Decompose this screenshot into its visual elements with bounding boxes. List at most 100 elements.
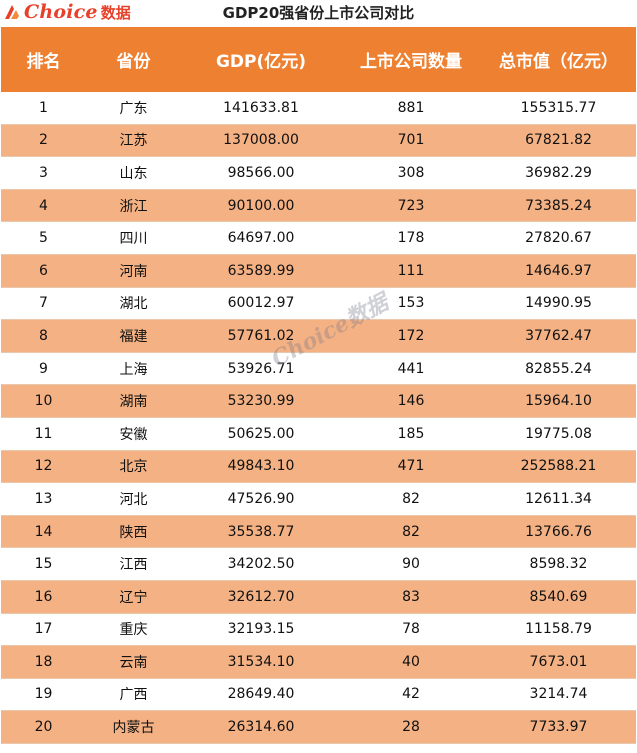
listed-count-cell: 701	[341, 124, 481, 158]
province-cell: 河北	[86, 482, 181, 516]
table-row: 4 浙江 90100.00 723 73385.24	[1, 189, 636, 223]
gdp-cell: 64697.00	[181, 221, 341, 255]
rank-cell: 8	[1, 319, 86, 353]
header-gdp: GDP(亿元)	[181, 27, 341, 92]
province-cell: 江西	[86, 547, 181, 581]
header-market-cap: 总市值（亿元）	[481, 27, 636, 92]
rank-cell: 17	[1, 613, 86, 647]
listed-count-cell: 723	[341, 189, 481, 223]
listed-count-cell: 308	[341, 156, 481, 190]
province-cell: 北京	[86, 450, 181, 484]
table-row: 10 湖南 53230.99 146 15964.10	[1, 384, 636, 418]
rank-cell: 12	[1, 450, 86, 484]
market-cap-cell: 155315.77	[481, 92, 636, 125]
rank-cell: 19	[1, 678, 86, 712]
header-row: 排名 省份 GDP(亿元) 上市公司数量 总市值（亿元）	[1, 27, 636, 92]
gdp-cell: 63589.99	[181, 254, 341, 288]
rank-cell: 18	[1, 645, 86, 679]
province-cell: 陕西	[86, 515, 181, 549]
gdp-cell: 32612.70	[181, 580, 341, 614]
listed-count-cell: 441	[341, 352, 481, 386]
gdp-cell: 47526.90	[181, 482, 341, 516]
listed-count-cell: 153	[341, 287, 481, 321]
listed-count-cell: 185	[341, 417, 481, 451]
gdp-cell: 50625.00	[181, 417, 341, 451]
gdp-cell: 28649.40	[181, 678, 341, 712]
gdp-cell: 98566.00	[181, 156, 341, 190]
listed-count-cell: 146	[341, 384, 481, 418]
rank-cell: 5	[1, 221, 86, 255]
listed-count-cell: 90	[341, 547, 481, 581]
market-cap-cell: 27820.67	[481, 221, 636, 255]
table-row: 17 重庆 32193.15 78 11158.79	[1, 613, 636, 647]
market-cap-cell: 82855.24	[481, 352, 636, 386]
province-cell: 四川	[86, 221, 181, 255]
rank-cell: 11	[1, 417, 86, 451]
gdp-cell: 60012.97	[181, 287, 341, 321]
province-cell: 广西	[86, 678, 181, 712]
province-cell: 湖南	[86, 384, 181, 418]
brand-name-cn: 数据	[100, 3, 131, 22]
province-cell: 辽宁	[86, 580, 181, 614]
table-row: 14 陕西 35538.77 82 13766.76	[1, 515, 636, 549]
province-cell: 上海	[86, 352, 181, 386]
rank-cell: 14	[1, 515, 86, 549]
brand-logo: Choice 数据	[2, 0, 131, 24]
gdp-cell: 57761.02	[181, 319, 341, 353]
market-cap-cell: 11158.79	[481, 613, 636, 647]
province-cell: 浙江	[86, 189, 181, 223]
table-row: 9 上海 53926.71 441 82855.24	[1, 352, 636, 386]
market-cap-cell: 14990.95	[481, 287, 636, 321]
rank-cell: 7	[1, 287, 86, 321]
listed-count-cell: 881	[341, 92, 481, 125]
market-cap-cell: 14646.97	[481, 254, 636, 288]
rank-cell: 4	[1, 189, 86, 223]
rank-cell: 10	[1, 384, 86, 418]
table-row: 1 广东 141633.81 881 155315.77	[1, 92, 636, 125]
listed-count-cell: 83	[341, 580, 481, 614]
market-cap-cell: 7733.97	[481, 710, 636, 744]
header-rank: 排名	[1, 27, 86, 92]
gdp-listed-companies-table: 排名 省份 GDP(亿元) 上市公司数量 总市值（亿元） 1 广东 141633.8…	[1, 27, 636, 744]
table-row: 6 河南 63589.99 111 14646.97	[1, 254, 636, 288]
listed-count-cell: 111	[341, 254, 481, 288]
province-cell: 福建	[86, 319, 181, 353]
gdp-cell: 141633.81	[181, 92, 341, 125]
gdp-cell: 31534.10	[181, 645, 341, 679]
listed-count-cell: 28	[341, 710, 481, 744]
header-province: 省份	[86, 27, 181, 92]
listed-count-cell: 82	[341, 482, 481, 516]
market-cap-cell: 3214.74	[481, 678, 636, 712]
table-row: 8 福建 57761.02 172 37762.47	[1, 319, 636, 353]
table-row: 13 河北 47526.90 82 12611.34	[1, 482, 636, 516]
table-row: 3 山东 98566.00 308 36982.29	[1, 156, 636, 190]
table-row: 16 辽宁 32612.70 83 8540.69	[1, 580, 636, 614]
province-cell: 河南	[86, 254, 181, 288]
rank-cell: 15	[1, 547, 86, 581]
market-cap-cell: 67821.82	[481, 124, 636, 158]
gdp-cell: 35538.77	[181, 515, 341, 549]
table-row: 19 广西 28649.40 42 3214.74	[1, 678, 636, 712]
table-row: 15 江西 34202.50 90 8598.32	[1, 547, 636, 581]
province-cell: 重庆	[86, 613, 181, 647]
rank-cell: 1	[1, 92, 86, 125]
top-bar: Choice 数据 GDP20强省份上市公司对比	[0, 0, 637, 26]
listed-count-cell: 40	[341, 645, 481, 679]
market-cap-cell: 37762.47	[481, 319, 636, 353]
table-body: 1 广东 141633.81 881 155315.77 2 江苏 137008.00 701 6…	[1, 92, 636, 744]
brand-name: Choice	[24, 1, 98, 23]
table-row: 11 安徽 50625.00 185 19775.08	[1, 417, 636, 451]
market-cap-cell: 8540.69	[481, 580, 636, 614]
listed-count-cell: 172	[341, 319, 481, 353]
rank-cell: 20	[1, 710, 86, 744]
province-cell: 安徽	[86, 417, 181, 451]
listed-count-cell: 82	[341, 515, 481, 549]
header-listed-count: 上市公司数量	[341, 27, 481, 92]
market-cap-cell: 73385.24	[481, 189, 636, 223]
gdp-cell: 26314.60	[181, 710, 341, 744]
rank-cell: 3	[1, 156, 86, 190]
table-row: 2 江苏 137008.00 701 67821.82	[1, 124, 636, 158]
gdp-cell: 53230.99	[181, 384, 341, 418]
market-cap-cell: 252588.21	[481, 450, 636, 484]
province-cell: 山东	[86, 156, 181, 190]
